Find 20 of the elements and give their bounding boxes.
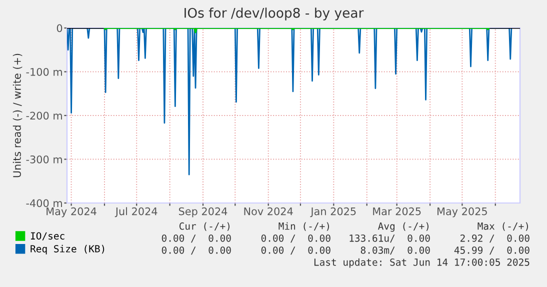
x-tick-label: Nov 2024 [244,207,293,216]
legend-label: Req Size (KB) [30,244,104,254]
y-tick-label: 0 [56,24,62,32]
x-tick-label: May 2024 [46,207,96,218]
y-tick-label: -200 m [26,112,62,120]
text: 0.00 / 0.00 0.00 / 0.00 133.61u/ 0.00 2.92 / 0.00 [162,234,530,243]
y-axis-title: Units read (-) / write (+) [12,54,22,178]
chart-title: IOs for /dev/loop8 - by year [184,8,364,20]
y-tick-label: -100 m [26,68,62,76]
text: 0.00 / 0.00 0.00 / 0.00 8.03m/ 0.00 45.99 / 0.00 [162,246,530,255]
text: Last update: Sat Jun 14 17:00:05 2025 [314,258,530,268]
y-tick-label: -300 m [26,155,62,164]
text: Cur (-/+) Min (-/+) Avg (-/+) Max (-/+) [179,222,528,232]
x-tick-label: Jan 2025 [310,207,356,218]
legend-label: IO/sec [30,232,64,240]
x-tick-label: Sep 2024 [178,207,228,218]
x-tick-label: Mar 2025 [373,207,421,216]
x-tick-label: Jul 2024 [114,207,158,218]
x-tick-label: May 2025 [438,207,487,218]
y-tick-label: -400 m [26,199,62,208]
